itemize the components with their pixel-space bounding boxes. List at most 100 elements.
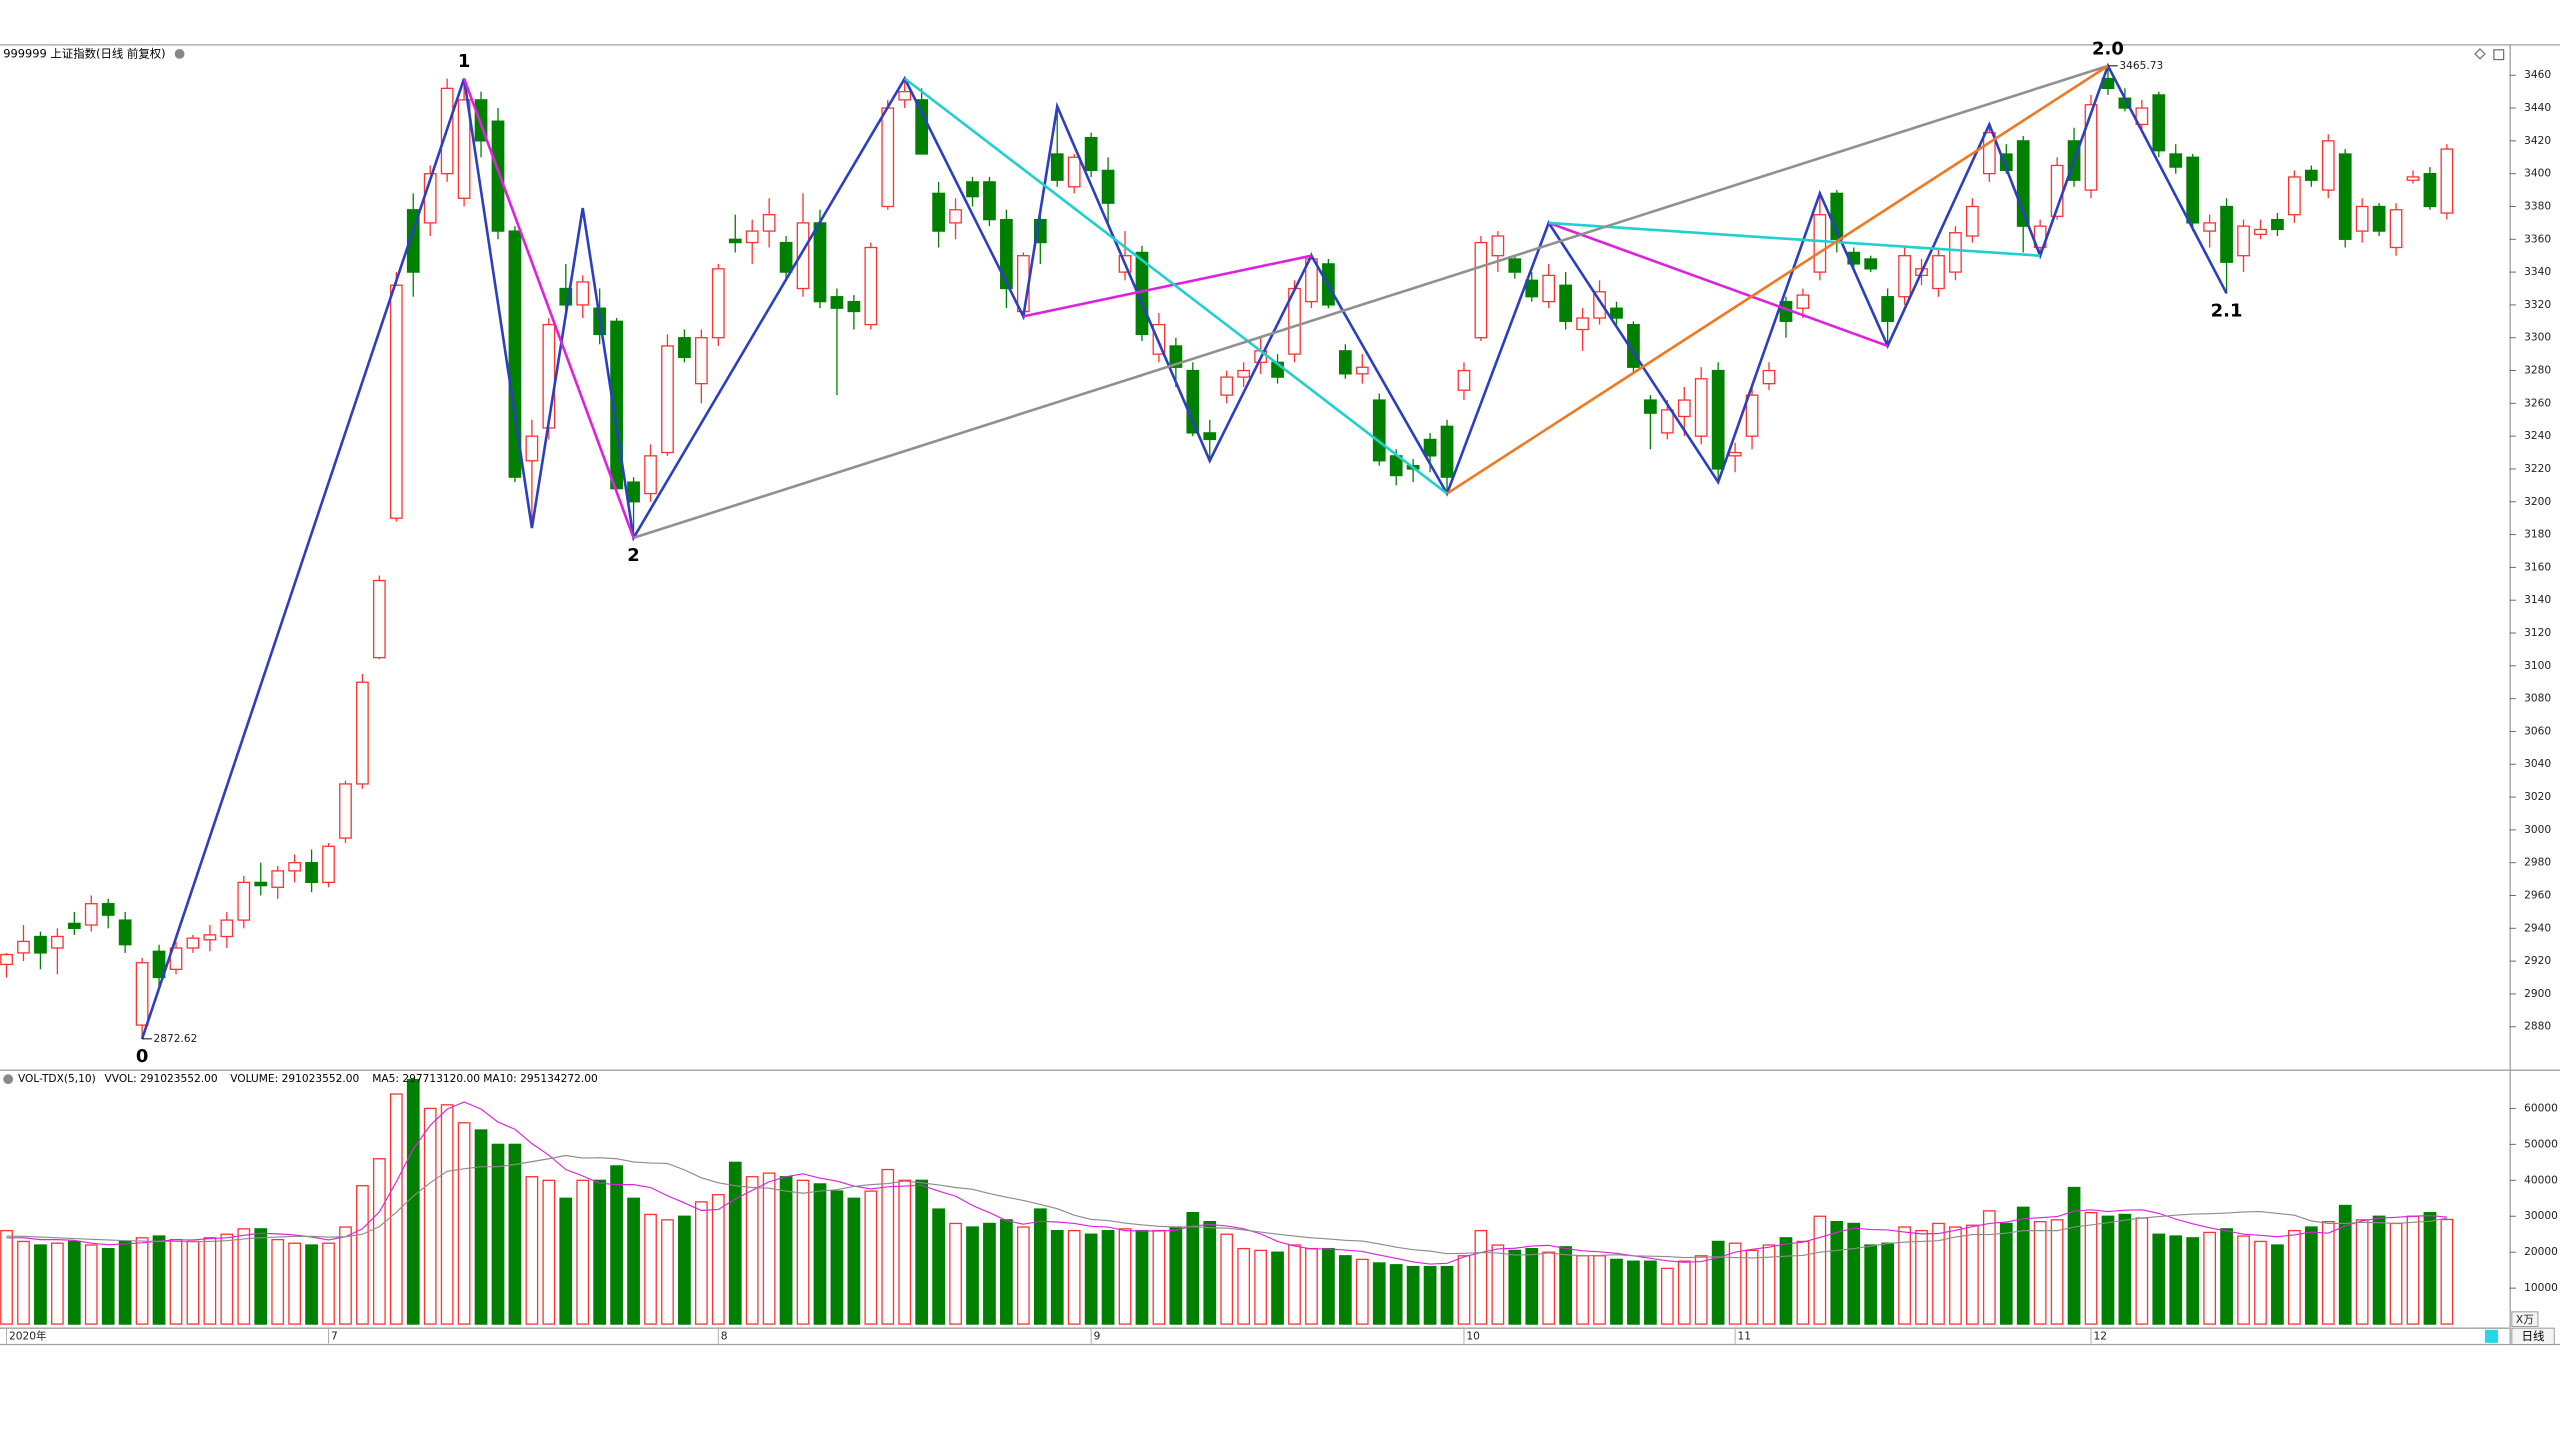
volume-bar bbox=[576, 1179, 590, 1325]
candle-body bbox=[881, 107, 895, 208]
volume-bar bbox=[1864, 1244, 1878, 1325]
volume-bar bbox=[2254, 1240, 2267, 1325]
volume-bar bbox=[1576, 1255, 1589, 1325]
y-tick-label: 3360 bbox=[2524, 232, 2551, 245]
period-tab-box[interactable] bbox=[2511, 1327, 2555, 1345]
volume-bar bbox=[1237, 1247, 1251, 1325]
volume-bar bbox=[474, 1129, 488, 1325]
candle-body bbox=[576, 281, 590, 306]
volume-bar bbox=[559, 1197, 573, 1325]
candle-body bbox=[508, 230, 522, 478]
volume-bar bbox=[2084, 1212, 2098, 1325]
candle-body bbox=[135, 962, 149, 1026]
volume-bar bbox=[745, 1176, 759, 1325]
volume-bar bbox=[796, 1179, 810, 1325]
candle-body bbox=[2084, 104, 2098, 191]
candle-body bbox=[694, 337, 708, 385]
volume-bar bbox=[2406, 1215, 2420, 1325]
candle-body bbox=[2288, 176, 2301, 216]
volume-bar bbox=[1898, 1226, 1911, 1325]
volume-icon[interactable] bbox=[3, 1074, 14, 1085]
candle-body bbox=[2254, 228, 2267, 236]
volume-bar bbox=[135, 1237, 149, 1325]
volume-bar bbox=[2237, 1235, 2250, 1325]
candle-body bbox=[661, 345, 674, 454]
candle-body bbox=[966, 181, 979, 198]
volume-bar bbox=[1118, 1228, 1132, 1325]
candle-body bbox=[864, 246, 878, 326]
candle-body bbox=[2203, 222, 2217, 232]
candle-body bbox=[152, 950, 166, 979]
volume-bar bbox=[305, 1244, 318, 1325]
candle-body bbox=[34, 935, 47, 954]
scroll-thumb[interactable] bbox=[2484, 1329, 2498, 1343]
volume-bar bbox=[542, 1179, 556, 1325]
candle-body bbox=[762, 214, 776, 232]
volume-bar bbox=[356, 1185, 369, 1325]
volume-bar bbox=[1067, 1229, 1081, 1325]
y-tick-label: 50000 bbox=[2524, 1137, 2558, 1150]
y-tick-label: 20000 bbox=[2524, 1245, 2558, 1258]
period-tab[interactable]: 日线 bbox=[2522, 1329, 2545, 1343]
volume-bar bbox=[1101, 1229, 1115, 1325]
candle-body bbox=[1660, 409, 1674, 434]
volume-bar bbox=[644, 1213, 657, 1325]
y-tick-label: 3260 bbox=[2524, 396, 2551, 409]
candle-body bbox=[1457, 369, 1471, 391]
y-tick-label: 2900 bbox=[2524, 987, 2551, 1000]
volume-bar bbox=[2186, 1237, 2200, 1325]
volume-bar bbox=[2050, 1219, 2064, 1325]
volume-bar bbox=[508, 1143, 522, 1325]
volume-bar bbox=[1000, 1219, 1013, 1325]
candle-body bbox=[1033, 218, 1047, 244]
candle-body bbox=[491, 120, 505, 232]
y-tick-label: 2960 bbox=[2524, 888, 2551, 901]
volume-bar bbox=[457, 1122, 471, 1325]
candle-body bbox=[2355, 205, 2369, 232]
volume-bar bbox=[1406, 1265, 1420, 1325]
volume-bar bbox=[1288, 1244, 1301, 1325]
y-tick-label: 10000 bbox=[2524, 1281, 2558, 1294]
candle-body bbox=[1694, 378, 1708, 437]
volume-bar bbox=[254, 1228, 268, 1325]
volume-bar bbox=[288, 1242, 301, 1325]
candle-body bbox=[949, 209, 962, 224]
volume-bar bbox=[2101, 1215, 2115, 1325]
volume-bar bbox=[1135, 1229, 1149, 1325]
candle-body bbox=[2321, 140, 2335, 191]
candle-body bbox=[813, 222, 827, 303]
volume-bar bbox=[17, 1240, 30, 1325]
volume-bar bbox=[2169, 1235, 2183, 1325]
y-tick-label: 3080 bbox=[2524, 692, 2551, 705]
candle-body bbox=[203, 934, 217, 941]
volume-bar bbox=[1186, 1212, 1200, 1325]
y-tick-label: 3440 bbox=[2524, 101, 2551, 114]
volume-bar bbox=[593, 1179, 607, 1325]
trend-line bbox=[462, 78, 635, 539]
x-tick-label: 2020年 bbox=[9, 1329, 47, 1342]
candle-body bbox=[796, 222, 810, 290]
panel-icon[interactable] bbox=[2493, 49, 2505, 61]
diamond-icon[interactable] bbox=[2474, 48, 2486, 60]
volume-bar bbox=[2372, 1215, 2386, 1325]
candle-body bbox=[915, 99, 929, 155]
candle-body bbox=[1186, 369, 1200, 434]
candle-body bbox=[1593, 291, 1606, 319]
volume-bar bbox=[2016, 1206, 2030, 1325]
candle-body bbox=[1440, 425, 1454, 478]
volume-bar bbox=[2118, 1213, 2132, 1325]
volume-bar bbox=[2389, 1222, 2403, 1325]
volume-bar bbox=[2288, 1229, 2301, 1325]
candle-body bbox=[1237, 369, 1251, 378]
title-icon[interactable] bbox=[174, 48, 185, 59]
volume-bar bbox=[1525, 1247, 1539, 1325]
y-tick-label: 2880 bbox=[2524, 1020, 2551, 1033]
y-tick-label: 3060 bbox=[2524, 724, 2551, 737]
volume-bar bbox=[1542, 1251, 1556, 1325]
volume-bar bbox=[1084, 1233, 1098, 1325]
volume-bar bbox=[1830, 1220, 1844, 1325]
candle-body bbox=[1423, 438, 1437, 457]
volume-bar bbox=[101, 1247, 115, 1325]
candle-body bbox=[2440, 148, 2454, 214]
